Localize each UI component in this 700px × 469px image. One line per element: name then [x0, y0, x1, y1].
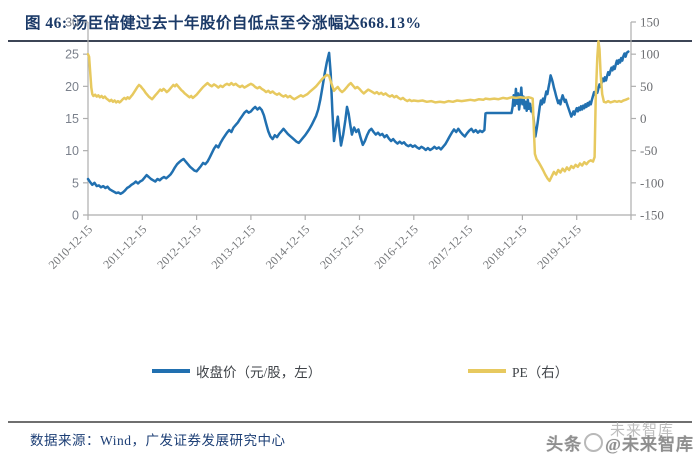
watermark-toutiao-text: 头条	[546, 435, 583, 454]
source-divider	[8, 421, 692, 423]
left-axis-tick-label: 10	[65, 144, 79, 158]
right-axis-tick-label: -150	[640, 208, 664, 223]
x-axis-tick-label: 2019-12-15	[534, 222, 583, 271]
legend-label-close-price: 收盘价（元/股，左）	[196, 365, 322, 380]
toutiao-logo-icon	[584, 433, 604, 452]
watermark-main: 头条 @未来智库	[546, 430, 694, 455]
left-axis-tick-label: 30	[65, 16, 79, 30]
left-axis-tick-label: 5	[72, 176, 79, 190]
left-axis-tick-label: 20	[65, 80, 79, 94]
x-axis-tick-label: 2017-12-15	[426, 222, 475, 271]
left-axis-tick-label: 0	[72, 209, 79, 223]
watermark: 未来智库 头条 @未来智库	[506, 417, 696, 465]
pe-line	[86, 40, 630, 183]
left-axis-tick-label: 25	[65, 48, 79, 62]
price-line-swatch	[152, 369, 190, 373]
right-axis-tick-label: -50	[640, 143, 657, 158]
x-axis-tick-label: 2010-12-15	[46, 222, 95, 271]
x-axis-tick-label: 2014-12-15	[263, 222, 312, 271]
right-axis-tick-label: 0	[640, 111, 647, 126]
right-axis-tick-label: -100	[640, 175, 664, 190]
x-axis-tick-label: 2011-12-15	[100, 222, 149, 271]
price-line	[86, 50, 630, 196]
chart-legend: 收盘价（元/股，左） PE（右）	[0, 361, 700, 383]
right-axis-tick-label: 50	[640, 79, 653, 94]
x-axis-tick-label: 2013-12-15	[209, 222, 258, 271]
title-underline	[8, 40, 692, 42]
legend-item-pe: PE（右）	[468, 361, 568, 381]
x-axis-tick-label: 2015-12-15	[317, 222, 366, 271]
watermark-handle-text: @未来智库	[605, 435, 694, 454]
left-axis-tick-label: 15	[65, 112, 79, 126]
right-axis-tick-label: 150	[640, 15, 660, 30]
price-pe-chart: 0 5 10 15 20 25 30 -150 -100 -50 0 50 100 150 2010-12-…	[46, 15, 664, 272]
legend-label-pe: PE（右）	[512, 365, 569, 380]
x-axis-tick-label: 2018-12-15	[480, 222, 529, 271]
figure-title: 图 46: 汤臣倍健过去十年股价自低点至今涨幅达668.13%	[25, 15, 422, 32]
source-caption: 数据来源：Wind，广发证券发展研究中心	[30, 433, 286, 448]
x-axis-tick-label: 2016-12-15	[371, 222, 420, 271]
legend-item-close-price: 收盘价（元/股，左）	[152, 361, 321, 381]
right-axis-tick-label: 100	[640, 47, 660, 62]
pe-line-swatch	[468, 369, 506, 373]
x-axis-tick-label: 2012-12-15	[154, 222, 203, 271]
